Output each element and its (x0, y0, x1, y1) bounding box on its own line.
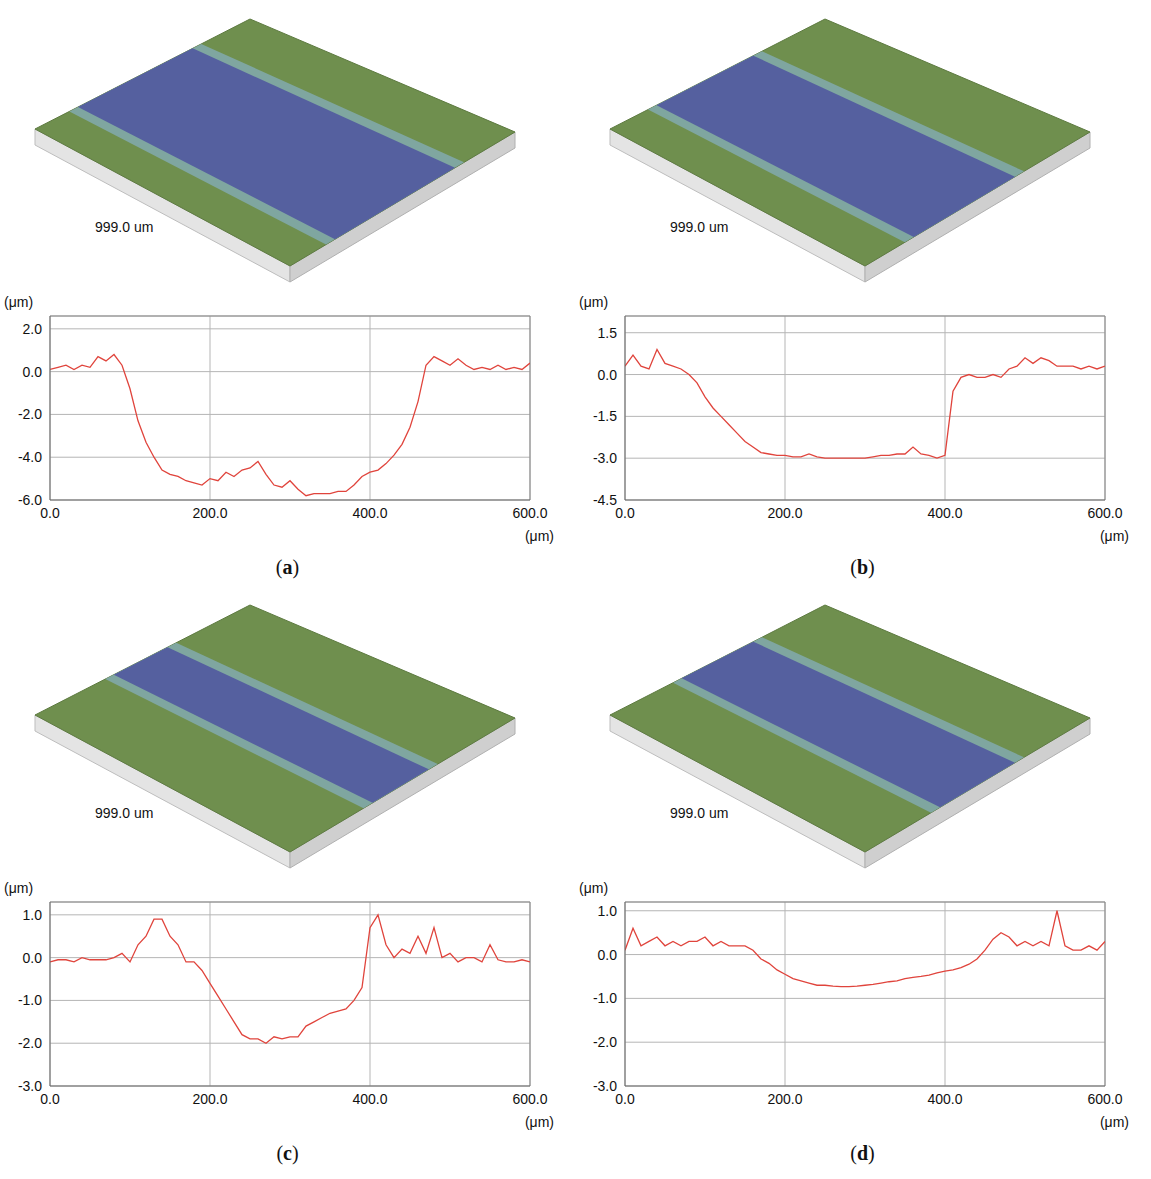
svg-text:-4.0: -4.0 (18, 449, 42, 465)
svg-text:1.5: 1.5 (598, 325, 618, 341)
svg-text:200.0: 200.0 (192, 505, 227, 521)
svg-text:600.0: 600.0 (512, 505, 547, 521)
svg-text:-2.0: -2.0 (18, 406, 42, 422)
svg-text:0.0: 0.0 (598, 367, 618, 383)
html-text:(c): (c) (276, 1142, 299, 1164)
svg-text:0.0: 0.0 (615, 1091, 635, 1107)
svg-text:0.0: 0.0 (40, 505, 60, 521)
svg-text:0.0: 0.0 (23, 950, 43, 966)
svg-text:-1.5: -1.5 (593, 408, 617, 424)
svg-text:-6.0: -6.0 (18, 492, 42, 508)
svg-text:1.0: 1.0 (23, 907, 43, 923)
svg-text:999.0 um: 999.0 um (670, 219, 728, 235)
html-text:(μm): (μm) (1099, 1114, 1129, 1130)
svg-text:400.0: 400.0 (352, 505, 387, 521)
svg-text:0.0: 0.0 (40, 1091, 60, 1107)
svg-text:-3.0: -3.0 (593, 450, 617, 466)
svg-text:600.0: 600.0 (512, 1091, 547, 1107)
svg-text:400.0: 400.0 (927, 505, 962, 521)
svg-text:-4.5: -4.5 (593, 492, 617, 508)
svg-text:999.0 um: 999.0 um (95, 219, 153, 235)
svg-text:600.0: 600.0 (1087, 505, 1122, 521)
svg-text:200.0: 200.0 (767, 505, 802, 521)
svg-text:2.0: 2.0 (23, 321, 43, 337)
html-text:(b): (b) (850, 556, 875, 578)
svg-text:999.0 um: 999.0 um (95, 805, 153, 821)
svg-text:-1.0: -1.0 (18, 992, 42, 1008)
svg-text:0.0: 0.0 (598, 947, 618, 963)
svg-text:400.0: 400.0 (352, 1091, 387, 1107)
html-text:(μm): (μm) (579, 294, 609, 310)
svg-text:-2.0: -2.0 (593, 1034, 617, 1050)
svg-text:-2.0: -2.0 (18, 1035, 42, 1051)
html-text:(μm): (μm) (1099, 528, 1129, 544)
svg-text:-3.0: -3.0 (593, 1078, 617, 1094)
svg-text:200.0: 200.0 (767, 1091, 802, 1107)
svg-text:600.0: 600.0 (1087, 1091, 1122, 1107)
html-text:(μm): (μm) (579, 880, 609, 896)
svg-text:1.0: 1.0 (598, 903, 618, 919)
svg-text:0.0: 0.0 (615, 505, 635, 521)
html-text:(μm): (μm) (4, 880, 34, 896)
svg-text:0.0: 0.0 (23, 364, 43, 380)
html-text:(d): (d) (850, 1142, 875, 1164)
svg-text:-1.0: -1.0 (593, 990, 617, 1006)
svg-text:400.0: 400.0 (927, 1091, 962, 1107)
html-text:(μm): (μm) (4, 294, 34, 310)
svg-text:999.0 um: 999.0 um (670, 805, 728, 821)
html-text:(a): (a) (275, 556, 300, 578)
html-text:(μm): (μm) (524, 528, 554, 544)
svg-text:-3.0: -3.0 (18, 1078, 42, 1094)
html-text:(μm): (μm) (524, 1114, 554, 1130)
svg-text:200.0: 200.0 (192, 1091, 227, 1107)
